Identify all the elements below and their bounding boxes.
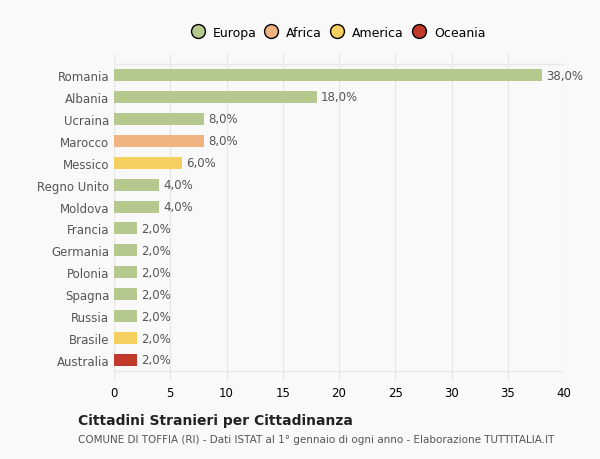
Text: 6,0%: 6,0%: [186, 157, 216, 170]
Bar: [114, 245, 137, 257]
Bar: [114, 92, 317, 104]
Text: 2,0%: 2,0%: [141, 288, 171, 301]
Text: 8,0%: 8,0%: [209, 113, 238, 126]
Bar: [114, 70, 542, 82]
Text: 2,0%: 2,0%: [141, 332, 171, 345]
Text: 2,0%: 2,0%: [141, 266, 171, 279]
Text: 18,0%: 18,0%: [321, 91, 358, 104]
Bar: [114, 157, 182, 169]
Text: 8,0%: 8,0%: [209, 135, 238, 148]
Text: 2,0%: 2,0%: [141, 310, 171, 323]
Bar: [114, 223, 137, 235]
Text: 38,0%: 38,0%: [546, 69, 583, 83]
Legend: Europa, Africa, America, Oceania: Europa, Africa, America, Oceania: [187, 22, 491, 45]
Bar: [114, 267, 137, 279]
Text: 2,0%: 2,0%: [141, 244, 171, 257]
Bar: [114, 135, 204, 147]
Bar: [114, 201, 159, 213]
Text: Cittadini Stranieri per Cittadinanza: Cittadini Stranieri per Cittadinanza: [78, 413, 353, 427]
Bar: [114, 114, 204, 126]
Bar: [114, 332, 137, 344]
Bar: [114, 310, 137, 322]
Text: 2,0%: 2,0%: [141, 353, 171, 367]
Bar: [114, 179, 159, 191]
Text: 4,0%: 4,0%: [163, 201, 193, 213]
Bar: [114, 354, 137, 366]
Text: 4,0%: 4,0%: [163, 179, 193, 192]
Bar: [114, 289, 137, 301]
Text: COMUNE DI TOFFIA (RI) - Dati ISTAT al 1° gennaio di ogni anno - Elaborazione TUT: COMUNE DI TOFFIA (RI) - Dati ISTAT al 1°…: [78, 434, 554, 444]
Text: 2,0%: 2,0%: [141, 223, 171, 235]
